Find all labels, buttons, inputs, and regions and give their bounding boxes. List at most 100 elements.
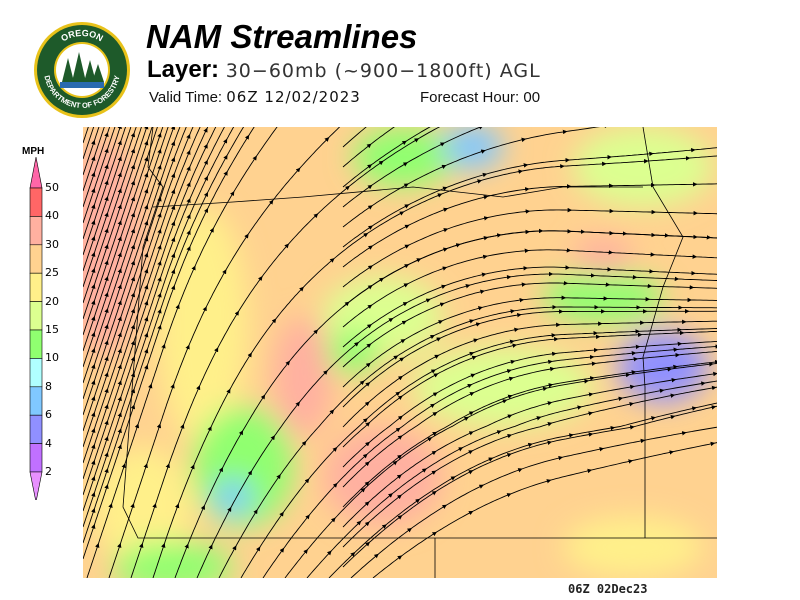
streamline-arrow [91,411,96,417]
streamline-arrow [441,284,447,289]
streamline-arrow [324,137,330,142]
streamline [83,127,225,512]
streamline-arrow [104,260,109,266]
streamline-arrow [401,140,407,146]
streamline-arrow [406,527,412,533]
streamline-map[interactable] [83,127,717,578]
streamline-arrow [117,220,122,226]
streamline [83,127,142,304]
streamline-arrow [344,185,350,191]
streamline-arrow [252,155,257,161]
streamline-arrow [467,384,473,389]
streamline-arrow [587,468,593,474]
streamline-arrow [91,363,96,369]
streamline-arrow [91,523,96,529]
streamline-arrow [170,237,176,243]
streamline-arrow [506,453,512,458]
streamline-arrow [157,132,162,138]
streamline [83,127,201,464]
streamline-arrow [482,172,488,178]
streamline-arrow [482,254,488,260]
streamline-arrow [421,468,427,473]
streamline-arrow [477,179,483,184]
streamline-arrow [359,380,365,386]
legend-tick-label: 8 [45,379,52,393]
streamline-arrow [144,127,149,130]
streamline-arrow [130,228,136,234]
streamline-arrow [436,337,442,342]
streamline-arrow [378,160,384,166]
streamline-arrow [329,258,335,263]
streamline-arrow [512,343,518,348]
streamline-arrow [618,396,624,401]
streamline-arrow [117,300,122,306]
layer-info: Layer: 30−60mb (~900−1800ft) AGL [147,56,541,84]
streamline-arrow [510,359,516,365]
streamline-arrow [144,364,149,370]
streamline-arrow [354,342,359,347]
streamline-arrow [117,396,122,402]
streamline-arrow [144,300,149,306]
streamline-arrow [396,494,402,500]
streamline-arrow [165,463,170,469]
streamline-arrow [157,276,162,282]
streamline-arrow [477,306,483,311]
streamline-arrow [117,188,122,194]
streamline-arrow [381,524,387,529]
streamline [284,362,717,578]
streamline [372,442,717,578]
streamline-arrow [104,340,109,346]
streamline-arrow [117,428,122,434]
streamline-arrow [130,308,136,314]
streamline-arrow [91,203,96,209]
valid-time-label: Valid Time: [149,89,223,106]
streamline [83,127,89,144]
streamline-arrow [399,211,405,216]
streamline-arrow [157,244,162,250]
streamline-arrow [367,225,373,230]
streamline-arrow [117,204,122,210]
streamline-arrow [546,479,552,484]
streamline [342,350,717,488]
streamline-arrow [392,460,398,466]
streamline-arrow [175,503,180,509]
streamline-arrow [548,383,554,388]
streamline [342,127,431,188]
streamline-arrow [473,338,479,343]
streamline-arrow [202,306,207,312]
streamline [83,127,181,416]
streamline-arrow [144,252,149,258]
page-title: NAM Streamlines [146,18,418,55]
streamline [83,127,169,384]
streamline-arrow [144,156,149,162]
streamline-arrow [157,148,162,154]
streamline-arrow [104,324,109,330]
streamline-arrow [332,447,338,452]
streamline-arrow [401,320,407,325]
streamline-arrow [356,520,362,526]
streamline [83,127,95,160]
legend-swatch [29,301,43,331]
streamline-arrow [226,388,231,394]
streamline-arrow [91,283,96,289]
streamline-arrow [258,276,263,282]
streamline-arrow [395,427,401,433]
streamline-arrow [404,264,410,269]
streamline-arrow [483,235,489,241]
streamline-arrow [329,409,335,415]
streamline-arrow [230,191,235,197]
streamline-arrow [507,433,513,439]
streamline-arrow [479,289,485,294]
wind-speed-field [83,127,713,578]
streamline-arrow [117,332,122,338]
streamline-arrow [104,228,109,234]
streamline-arrow [130,260,136,266]
streamline-arrow [144,316,149,322]
streamline-arrow [650,416,656,421]
streamline-arrow [214,347,219,353]
streamline-arrow [628,459,633,464]
streamline-arrow [366,324,372,329]
streamline-arrow [365,382,371,387]
streamline-arrow [223,138,228,144]
streamline-arrow [130,276,136,282]
